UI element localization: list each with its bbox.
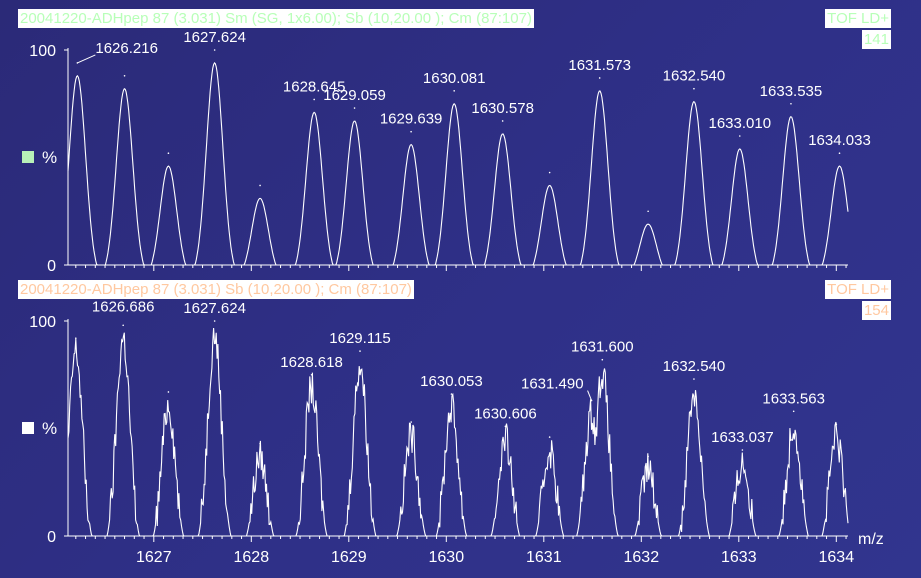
peak-point: [359, 350, 361, 352]
peak-point: [213, 320, 216, 322]
peak-point: [601, 358, 604, 361]
peak-point: [548, 436, 551, 438]
series-swatch: [22, 151, 34, 163]
peak-point: [504, 425, 507, 428]
peak-label: 1633.010: [708, 115, 771, 132]
peak-point: [838, 152, 841, 154]
peak-point: [501, 120, 504, 122]
peak-point: [647, 455, 649, 458]
spectrum-trace: [67, 61, 849, 266]
peak-label: 1633.037: [711, 429, 774, 446]
x-tick-label: 1630: [429, 549, 465, 566]
top-spectrum-header: 20041220-ADHpep 87 (3.031) Sm (SG, 1x6.0…: [18, 9, 534, 28]
x-tick-label: 1629: [331, 549, 367, 566]
peak-label: 1631.573: [568, 57, 631, 74]
peak-label: 1626.216: [95, 40, 158, 57]
peak-point: [548, 171, 551, 174]
peak-point: [75, 337, 77, 340]
peak-label: 1626.686: [92, 298, 155, 315]
peak-label: 1627.624: [183, 29, 246, 46]
peak-point: [213, 49, 216, 51]
peak-point: [123, 75, 126, 77]
peak-point: [741, 449, 744, 451]
y-tick-label: 0: [47, 258, 56, 275]
bottom-spectrum-panel: 100 0% 1627 1628 1629 1630 1631 1632 1633 1634m/z…: [22, 298, 884, 566]
peak-label: 1633.535: [760, 83, 823, 100]
peak-point: [647, 210, 649, 213]
x-tick-label: 1631: [526, 549, 562, 566]
x-tick-label: 1634: [819, 549, 855, 566]
peak-point: [790, 102, 792, 105]
peak-leader-line: [587, 390, 593, 401]
y-tick-label: 100: [29, 314, 56, 331]
peak-point: [693, 87, 695, 90]
peak-point: [167, 152, 170, 154]
peak-label: 1629.115: [329, 330, 390, 347]
x-tick-label: 1627: [136, 549, 172, 566]
peak-label: 1628.618: [280, 354, 343, 371]
peak-point: [835, 423, 838, 426]
x-tick-label: 1633: [721, 549, 757, 566]
peak-label: 1628.645: [283, 78, 346, 95]
peak-point: [693, 378, 695, 380]
y-axis-label: %: [42, 148, 57, 167]
peak-point: [453, 90, 455, 92]
peak-point: [313, 98, 315, 101]
x-tick-label: 1628: [234, 549, 270, 566]
peak-label: 1630.081: [423, 70, 486, 87]
top-ionization-mode: TOF LD+: [825, 9, 891, 28]
x-axis-label: m/z: [858, 531, 884, 548]
peak-label: 1632.540: [663, 358, 726, 375]
peak-label: 1630.606: [474, 405, 537, 422]
bottom-intensity-count: 154: [861, 301, 891, 320]
top-intensity-count: 141: [861, 30, 891, 49]
peak-point: [310, 373, 313, 376]
y-axis-label: %: [42, 419, 57, 438]
peak-point: [738, 135, 741, 137]
y-tick-label: 100: [29, 43, 56, 60]
peak-leader-line: [77, 54, 96, 64]
peak-point: [410, 421, 413, 423]
bottom-spectrum-header: 20041220-ADHpep 87 (3.031) Sb (10,20.00 …: [18, 280, 414, 299]
peak-label: 1634.033: [808, 132, 871, 149]
peak-point: [410, 130, 412, 133]
peak-label: 1632.540: [663, 68, 726, 85]
peak-point: [259, 184, 261, 187]
y-tick-label: 0: [47, 529, 56, 546]
peak-label: 1631.600: [571, 339, 634, 356]
peak-label: 1633.563: [762, 390, 825, 407]
bottom-ionization-mode: TOF LD+: [825, 280, 891, 299]
peak-point: [450, 393, 453, 395]
peak-point: [122, 324, 124, 327]
peak-point: [167, 391, 170, 393]
spectrum-trace: [67, 327, 849, 537]
x-tick-label: 1632: [624, 549, 660, 566]
peak-label: 1631.490: [521, 376, 584, 393]
peak-point: [259, 442, 261, 445]
peak-label: 1630.053: [420, 373, 483, 390]
peak-label: 1629.639: [380, 111, 443, 128]
series-swatch: [22, 422, 34, 434]
peak-point: [598, 77, 601, 79]
peak-label: 1627.624: [183, 300, 246, 317]
peak-label: 1630.578: [471, 100, 534, 117]
peak-point: [792, 410, 795, 413]
peak-point: [353, 107, 356, 109]
peak-label: 1629.059: [323, 87, 386, 104]
